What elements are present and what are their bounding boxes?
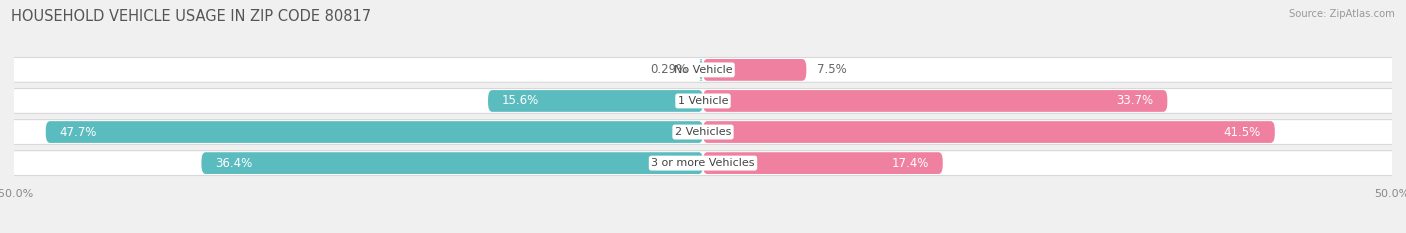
FancyBboxPatch shape [201, 152, 703, 174]
Text: 0.29%: 0.29% [651, 63, 688, 76]
Text: 41.5%: 41.5% [1223, 126, 1261, 139]
Text: 7.5%: 7.5% [817, 63, 846, 76]
Text: 47.7%: 47.7% [59, 126, 97, 139]
Text: 2 Vehicles: 2 Vehicles [675, 127, 731, 137]
Text: 1 Vehicle: 1 Vehicle [678, 96, 728, 106]
FancyBboxPatch shape [703, 59, 807, 81]
FancyBboxPatch shape [703, 90, 1167, 112]
Text: 33.7%: 33.7% [1116, 94, 1153, 107]
FancyBboxPatch shape [703, 152, 943, 174]
Text: 3 or more Vehicles: 3 or more Vehicles [651, 158, 755, 168]
FancyBboxPatch shape [7, 58, 1399, 82]
Legend: Owner-occupied, Renter-occupied: Owner-occupied, Renter-occupied [579, 231, 827, 233]
Text: 36.4%: 36.4% [215, 157, 253, 170]
FancyBboxPatch shape [699, 59, 703, 81]
FancyBboxPatch shape [46, 121, 703, 143]
Text: 17.4%: 17.4% [891, 157, 929, 170]
FancyBboxPatch shape [7, 151, 1399, 175]
FancyBboxPatch shape [7, 89, 1399, 113]
FancyBboxPatch shape [703, 121, 1275, 143]
Text: Source: ZipAtlas.com: Source: ZipAtlas.com [1289, 9, 1395, 19]
FancyBboxPatch shape [7, 120, 1399, 144]
Text: 15.6%: 15.6% [502, 94, 538, 107]
Text: No Vehicle: No Vehicle [673, 65, 733, 75]
Text: HOUSEHOLD VEHICLE USAGE IN ZIP CODE 80817: HOUSEHOLD VEHICLE USAGE IN ZIP CODE 8081… [11, 9, 371, 24]
FancyBboxPatch shape [488, 90, 703, 112]
